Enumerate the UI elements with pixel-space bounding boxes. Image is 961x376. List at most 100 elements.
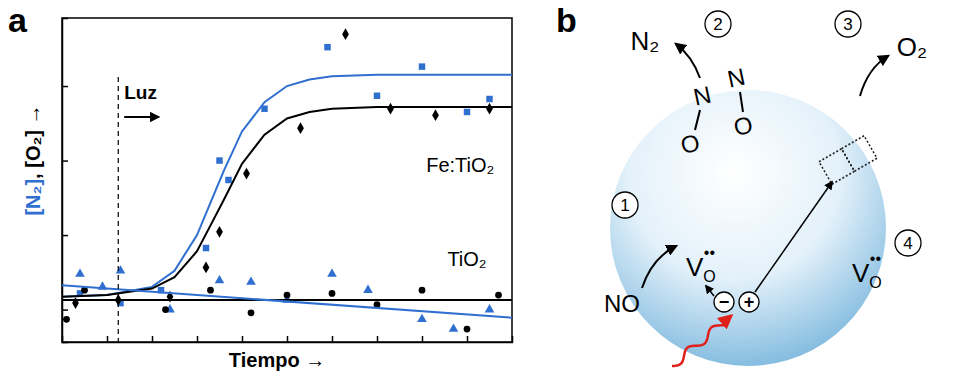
step-circle	[835, 11, 861, 37]
panel-letter: b	[556, 1, 577, 39]
tick-mark	[377, 336, 379, 342]
data-point	[216, 157, 222, 163]
data-point	[419, 63, 425, 69]
series-label: TiO₂	[447, 248, 486, 270]
data-point	[464, 109, 470, 115]
annotation: Luz	[124, 82, 157, 103]
atom: N	[691, 81, 714, 111]
vacancy-base: V	[852, 258, 870, 288]
figure: aLuzFe:TiO₂TiO₂Tiempo →[N₂], [O₂] →b1234…	[0, 0, 961, 376]
tick	[197, 336, 198, 342]
data-point	[495, 292, 502, 299]
charge-circle	[714, 292, 734, 312]
data-point	[485, 304, 495, 312]
step-number: 2	[713, 15, 722, 34]
data-point	[486, 96, 492, 102]
tick	[467, 336, 468, 342]
light-arrow	[672, 316, 731, 366]
vacancy-base: V	[686, 252, 704, 282]
data-point	[116, 265, 126, 273]
data-point	[207, 287, 214, 294]
data-point	[246, 277, 256, 285]
tick-mark	[197, 336, 199, 342]
data-point	[63, 316, 70, 323]
vacancy: VO ••	[852, 250, 882, 291]
annotation-arrow	[124, 116, 158, 118]
light-line	[118, 77, 119, 342]
reactant: NO	[604, 290, 640, 317]
vacancy-sub: O	[703, 268, 715, 285]
atom: N	[725, 63, 748, 93]
data-point	[464, 326, 471, 333]
step-circle	[612, 192, 638, 218]
product: O₂	[897, 32, 927, 62]
tick-mark	[332, 336, 334, 342]
step-circle	[705, 11, 731, 37]
bond	[695, 110, 700, 130]
charge: +	[744, 292, 755, 312]
tick-mark	[62, 160, 68, 162]
data-point	[342, 28, 349, 40]
vacancy-sub: O	[869, 274, 881, 291]
charge: −	[719, 292, 730, 312]
x-axis-title: Tiempo →	[229, 349, 325, 371]
data-point	[75, 268, 85, 276]
tick	[332, 336, 333, 342]
tick	[107, 336, 108, 342]
data-point	[387, 103, 394, 115]
arrow	[706, 286, 714, 296]
lattice-site	[819, 136, 877, 185]
arrow	[676, 44, 700, 78]
tick	[62, 235, 68, 236]
data-point	[419, 287, 426, 294]
data-point	[432, 109, 439, 121]
data-point	[203, 245, 209, 251]
y-axis	[62, 19, 68, 343]
vacancy-sup: ••	[704, 244, 715, 261]
fit-line	[62, 285, 512, 317]
step-number: 4	[903, 234, 912, 253]
data-point	[203, 262, 210, 274]
data-point	[162, 306, 169, 313]
tick	[152, 336, 153, 342]
charge-circle	[739, 292, 759, 312]
arrow	[755, 182, 832, 292]
tick	[242, 336, 243, 342]
tick	[422, 336, 423, 342]
vacancy-sup: ••	[870, 250, 881, 267]
product: N₂	[631, 26, 660, 56]
data-point	[329, 290, 336, 297]
series-label: Fe:TiO₂	[426, 154, 494, 176]
tick	[62, 86, 68, 87]
data-point	[363, 285, 373, 293]
data-point	[486, 103, 493, 115]
y-axis-title: [N₂], [O₂] →	[22, 104, 44, 215]
tick-mark	[152, 336, 154, 342]
step-number: 3	[843, 15, 852, 34]
y-axis-title-part: [N₂]	[22, 179, 44, 216]
data-point	[297, 122, 304, 134]
tick-mark	[62, 309, 68, 311]
fit-line	[62, 107, 512, 297]
data-point	[243, 168, 250, 180]
data-point	[248, 309, 255, 316]
tick-mark	[467, 336, 469, 342]
axis-line	[63, 19, 69, 343]
data-point	[374, 93, 380, 99]
step-circle	[895, 230, 921, 256]
data-point	[327, 268, 337, 276]
fit-line	[62, 75, 512, 297]
panel-letter: a	[8, 1, 28, 39]
plot-frame	[62, 18, 512, 342]
bond	[740, 92, 743, 112]
data-point	[284, 292, 291, 299]
data-point	[417, 314, 427, 322]
vacancy: VO ••	[686, 244, 716, 285]
data-point	[225, 177, 231, 183]
tick-mark	[107, 336, 109, 342]
tick	[377, 336, 378, 342]
data-point	[449, 323, 459, 331]
atom: O	[678, 129, 702, 159]
tick	[287, 336, 288, 342]
data-point	[216, 226, 223, 238]
